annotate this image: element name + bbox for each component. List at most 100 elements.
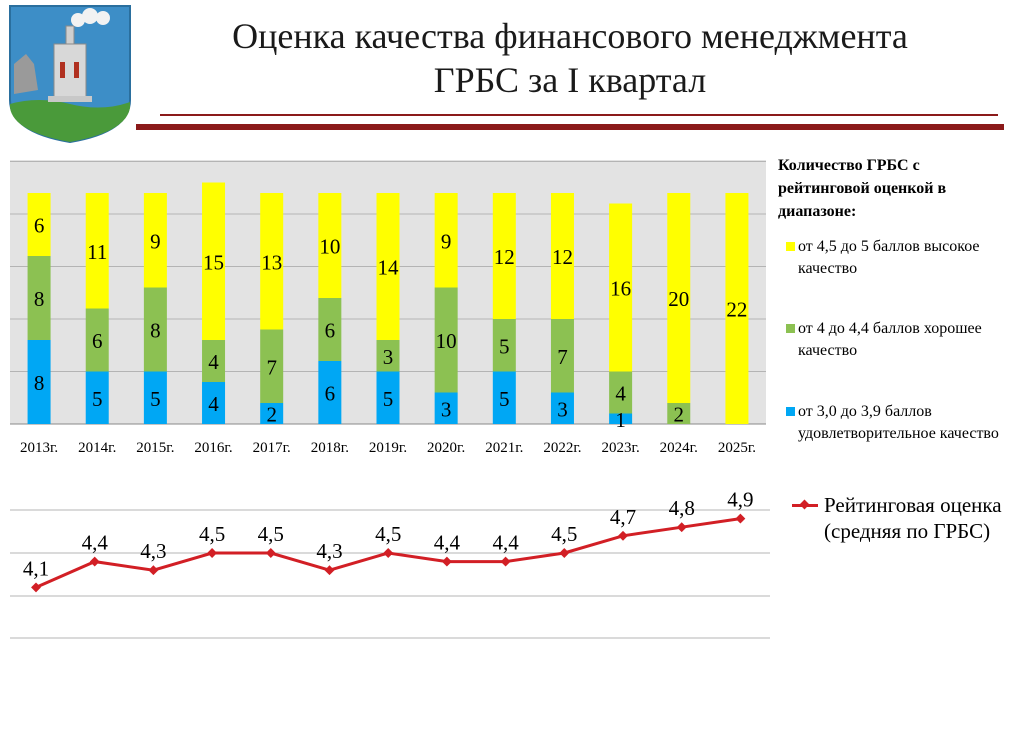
rating-point — [735, 513, 746, 524]
bar-x-tick-label: 2015г. — [136, 440, 174, 456]
rating-data-label: 4,3 — [140, 539, 166, 563]
rating-point — [31, 582, 41, 593]
bar-x-tick-label: 2023г. — [602, 440, 640, 456]
bar-data-label: 5 — [499, 334, 510, 358]
bar-data-label: 1 — [615, 408, 626, 432]
bar-segment-high — [318, 193, 342, 298]
bar-x-tick-label: 2025г. — [718, 440, 756, 456]
rating-data-label: 4,1 — [23, 556, 49, 580]
bar-segment-satisfactory — [85, 371, 109, 424]
line-legend: Рейтинговая оценка (средняя по ГРБС) — [792, 492, 1014, 544]
bar-segment-good — [550, 319, 574, 393]
bar-data-label: 5 — [150, 387, 161, 411]
legend-item-high: от 4,5 до 5 баллов высокое качество — [786, 236, 1008, 280]
rating-point — [441, 556, 452, 567]
bar-data-label: 8 — [34, 371, 45, 395]
bar-segment-satisfactory — [260, 403, 284, 424]
legend-item-satisfactory: от 3,0 до 3,9 баллов удовлетворительное … — [786, 401, 1008, 445]
bar-data-label: 7 — [557, 345, 568, 369]
legend-label-high: от 4,5 до 5 баллов высокое качество — [798, 238, 980, 277]
rating-data-label: 4,5 — [199, 522, 225, 546]
bar-data-label: 12 — [552, 245, 573, 269]
page-title: Оценка качества финансового менеджмента … — [150, 14, 990, 102]
bar-segment-satisfactory — [550, 392, 574, 424]
bar-segment-satisfactory — [318, 361, 342, 424]
rating-data-label: 4,4 — [492, 531, 519, 555]
coat-of-arms-logo — [9, 5, 131, 144]
bar-segment-good — [27, 256, 51, 340]
bar-data-label: 15 — [203, 250, 224, 274]
bar-segment-high — [492, 193, 516, 319]
line-chart-series — [31, 513, 746, 593]
rating-point — [207, 548, 218, 558]
rating-point — [148, 565, 159, 576]
bar-data-label: 4 — [208, 350, 219, 374]
rating-data-label: 4,5 — [551, 522, 577, 546]
bar-segment-good — [609, 371, 633, 414]
rating-data-label: 4,3 — [316, 539, 342, 563]
bar-segment-good — [318, 298, 342, 361]
legend-label-good: от 4 до 4,4 баллов хорошее качество — [798, 320, 982, 359]
bar-data-label: 3 — [383, 345, 394, 369]
bar-chart-x-axis: 2013г. 2014г. 2015г. 2016г. 2017г. 2018г. 2019… — [20, 440, 756, 456]
bar-data-label: 4 — [615, 382, 626, 406]
bar-data-label: 11 — [87, 240, 107, 264]
bar-segment-high — [550, 193, 574, 319]
bar-data-label: 10 — [319, 235, 340, 259]
bar-segment-good — [143, 287, 167, 372]
bar-data-label: 8 — [150, 319, 161, 343]
rating-point — [618, 530, 628, 541]
bar-segment-good — [492, 319, 516, 372]
bar-data-label: 10 — [436, 329, 457, 353]
rating-data-label: 4,8 — [669, 496, 695, 520]
bar-data-label: 2 — [674, 403, 685, 427]
rating-data-label: 4,7 — [610, 505, 636, 529]
bar-data-label: 8 — [34, 287, 45, 311]
bar-x-tick-label: 2021г. — [485, 440, 523, 456]
bar-x-tick-label: 2017г. — [253, 440, 291, 456]
rating-data-label: 4,9 — [727, 488, 753, 512]
bar-data-label: 9 — [441, 229, 452, 253]
bar-segment-high — [260, 193, 284, 330]
bar-segment-good — [434, 287, 458, 393]
legend-swatch-high — [786, 242, 795, 251]
rating-point — [89, 556, 100, 567]
bar-segment-high — [85, 193, 109, 309]
bar-data-label: 3 — [441, 397, 452, 421]
title-rule-thick — [136, 124, 1004, 130]
bar-segment-high — [609, 203, 633, 372]
bar-x-tick-label: 2014г. — [78, 440, 116, 456]
legend-label-satisfactory: от 3,0 до 3,9 баллов удовлетворительное … — [798, 403, 999, 442]
bar-segment-high — [376, 193, 400, 340]
rating-point — [559, 548, 570, 558]
legend-item-good: от 4 до 4,4 баллов хорошее качество — [786, 318, 1008, 362]
bar-chart-bars — [27, 182, 749, 424]
bar-segment-high — [202, 182, 226, 340]
rating-data-label: 4,5 — [375, 522, 401, 546]
bar-segment-high — [27, 193, 51, 256]
line-legend-marker — [792, 504, 818, 507]
bar-segment-satisfactory — [434, 392, 458, 424]
legend-swatch-satisfactory — [786, 407, 795, 416]
bar-segment-good — [667, 403, 691, 424]
bar-data-label: 6 — [34, 214, 45, 238]
bar-segment-satisfactory — [376, 371, 400, 424]
bar-data-label: 5 — [499, 387, 510, 411]
bar-segment-high — [667, 193, 691, 403]
rating-data-label: 4,4 — [434, 531, 461, 555]
bar-x-tick-label: 2013г. — [20, 440, 58, 456]
bar-x-tick-label: 2020г. — [427, 440, 465, 456]
bar-data-label: 3 — [557, 397, 568, 421]
bar-data-label: 9 — [150, 229, 161, 253]
rating-point — [500, 556, 511, 567]
bar-segment-satisfactory — [609, 413, 633, 424]
line-chart-grid — [10, 509, 770, 639]
bar-segment-high — [434, 193, 458, 288]
bar-data-label: 12 — [494, 245, 515, 269]
bar-data-label: 6 — [92, 329, 103, 353]
bar-segment-high — [143, 193, 167, 288]
bar-data-label: 14 — [378, 256, 400, 280]
bar-data-label: 6 — [325, 382, 336, 406]
line-legend-label: Рейтинговая оценка (средняя по ГРБС) — [824, 493, 1002, 543]
